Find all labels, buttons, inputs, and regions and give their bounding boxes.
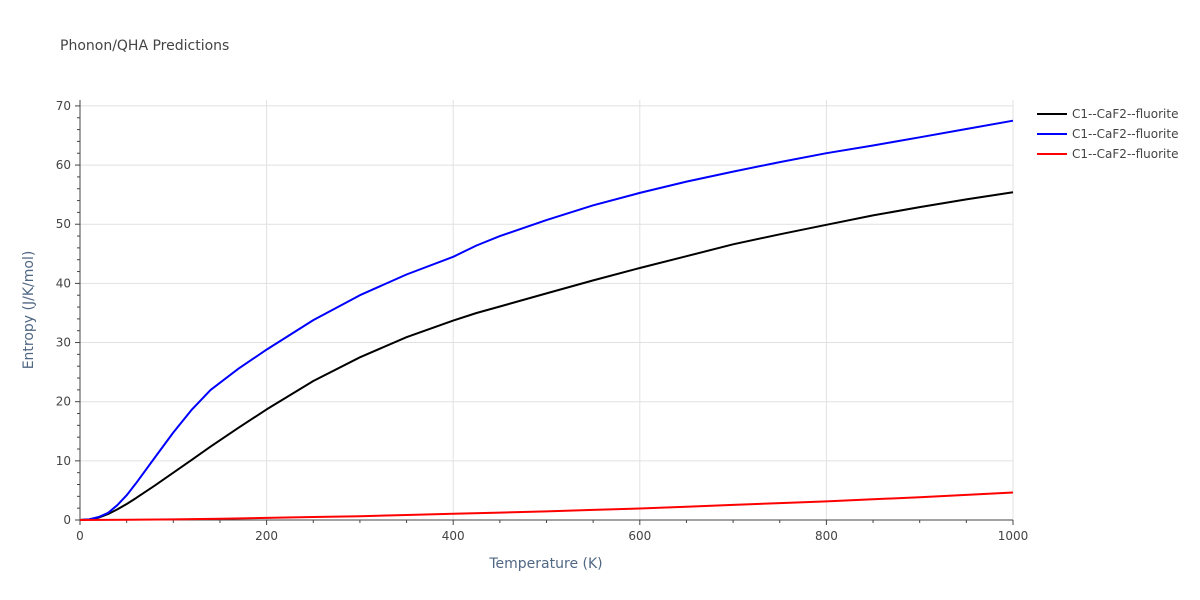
legend-item-3[interactable]: C1--CaF2--fluorite: [1037, 147, 1178, 161]
y-tick-label: 10: [56, 454, 71, 468]
y-tick-label: 40: [56, 276, 71, 290]
x-tick-label: 1000: [998, 529, 1029, 543]
x-tick-label: 800: [815, 529, 838, 543]
plot-area: [79, 119, 1014, 521]
series-line-2: [79, 119, 1014, 521]
x-tick-label: 0: [76, 529, 84, 543]
grid: [80, 100, 1014, 520]
y-tick-label: 60: [56, 158, 71, 172]
x-tick-label: 400: [442, 529, 465, 543]
y-tick-label: 0: [63, 513, 71, 527]
legend-label: C1--CaF2--fluorite: [1072, 147, 1178, 161]
x-tick-label: 600: [628, 529, 651, 543]
x-tick-label: 200: [255, 529, 278, 543]
y-tick-label: 70: [56, 99, 71, 113]
chart-title: Phonon/QHA Predictions: [60, 38, 229, 54]
series-line-1: [79, 191, 1014, 521]
y-tick-label: 50: [56, 217, 71, 231]
y-tick-label: 20: [56, 395, 71, 409]
y-tick-label: 30: [56, 336, 71, 350]
y-axis-label: Entropy (J/K/mol): [21, 251, 37, 370]
legend-item-2[interactable]: C1--CaF2--fluorite: [1037, 127, 1178, 141]
legend[interactable]: C1--CaF2--fluorite C1--CaF2--fluorite C1--…: [1037, 107, 1178, 161]
x-axis-label: Temperature (K): [488, 556, 602, 572]
legend-label: C1--CaF2--fluorite: [1072, 127, 1178, 141]
legend-item-1[interactable]: C1--CaF2--fluorite: [1037, 107, 1178, 121]
legend-label: C1--CaF2--fluorite: [1072, 107, 1178, 121]
series-line-3: [79, 491, 1014, 521]
axes: 0 200 400 600 800 1000 0 10 20 30 40 50 60 70: [56, 99, 1029, 543]
